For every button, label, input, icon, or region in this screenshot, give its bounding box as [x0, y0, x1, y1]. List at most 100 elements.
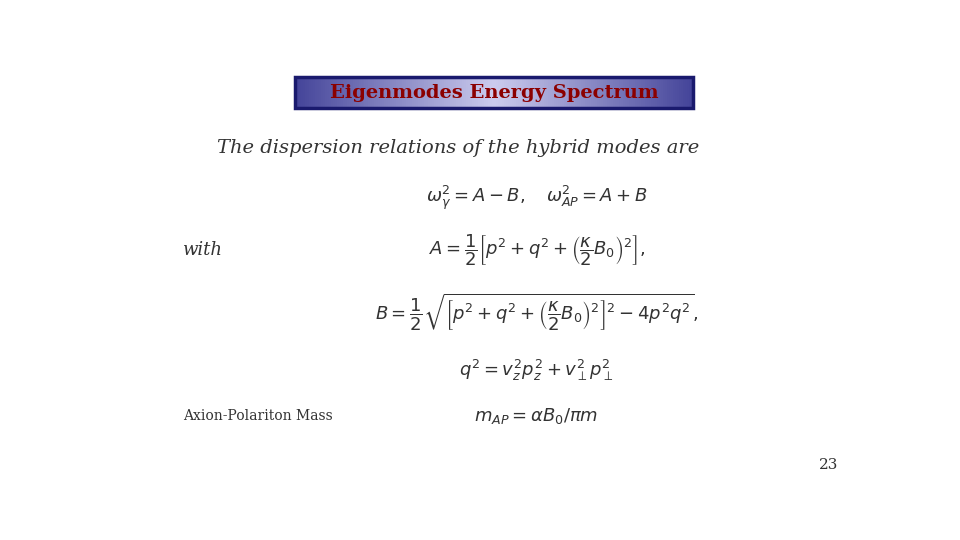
Bar — [341, 77, 343, 109]
Bar — [521, 77, 524, 109]
Bar — [677, 77, 680, 109]
Bar — [462, 77, 465, 109]
Bar — [307, 77, 309, 109]
Bar — [629, 77, 632, 109]
Bar — [309, 77, 311, 109]
Bar — [655, 77, 658, 109]
Bar — [448, 77, 450, 109]
Bar — [584, 77, 586, 109]
Bar — [412, 77, 415, 109]
Bar — [420, 77, 422, 109]
Bar — [621, 77, 624, 109]
Bar — [643, 77, 645, 109]
Bar — [562, 77, 564, 109]
Text: $\omega_{\gamma}^{2} = A - B, \quad \omega_{AP}^{2} = A + B$: $\omega_{\gamma}^{2} = A - B, \quad \ome… — [426, 184, 647, 212]
Bar — [424, 77, 426, 109]
Bar — [319, 77, 321, 109]
Bar — [547, 77, 550, 109]
Bar — [500, 77, 502, 109]
Bar — [404, 77, 407, 109]
Bar — [549, 77, 552, 109]
Bar — [625, 77, 628, 109]
Bar — [588, 77, 589, 109]
Bar — [606, 77, 608, 109]
Bar — [354, 77, 357, 109]
Bar — [311, 77, 313, 109]
Bar — [510, 77, 512, 109]
Bar — [398, 77, 400, 109]
Bar — [492, 77, 494, 109]
Bar — [454, 77, 456, 109]
Bar — [634, 77, 636, 109]
Bar — [502, 77, 504, 109]
Bar — [645, 77, 647, 109]
Bar — [575, 77, 578, 109]
Bar — [356, 77, 359, 109]
Bar — [458, 77, 461, 109]
Bar — [299, 77, 301, 109]
Bar — [493, 77, 496, 109]
Bar — [482, 77, 484, 109]
Bar — [295, 77, 693, 109]
Bar — [637, 77, 639, 109]
Bar — [323, 77, 325, 109]
Bar — [580, 77, 582, 109]
Bar — [374, 77, 377, 109]
Bar — [432, 77, 435, 109]
Bar — [438, 77, 441, 109]
Bar — [669, 77, 671, 109]
Bar — [498, 77, 500, 109]
Bar — [586, 77, 588, 109]
Bar — [490, 77, 492, 109]
Bar — [683, 77, 685, 109]
Bar — [337, 77, 339, 109]
Bar — [496, 77, 498, 109]
Bar — [691, 77, 693, 109]
Bar — [391, 77, 393, 109]
Bar — [528, 77, 530, 109]
Bar — [651, 77, 654, 109]
Bar — [597, 77, 600, 109]
Bar — [538, 77, 540, 109]
Bar — [508, 77, 510, 109]
Bar — [540, 77, 542, 109]
Bar — [516, 77, 518, 109]
Bar — [613, 77, 615, 109]
Bar — [419, 77, 420, 109]
Bar — [384, 77, 387, 109]
Bar — [582, 77, 584, 109]
Bar — [444, 77, 446, 109]
Bar — [330, 77, 333, 109]
Text: $m_{AP} = \alpha B_{0}/\pi m$: $m_{AP} = \alpha B_{0}/\pi m$ — [474, 406, 599, 426]
Bar — [460, 77, 463, 109]
Bar — [573, 77, 576, 109]
Bar — [591, 77, 593, 109]
Bar — [348, 77, 351, 109]
Bar — [456, 77, 459, 109]
Bar — [466, 77, 468, 109]
Bar — [571, 77, 574, 109]
Bar — [627, 77, 630, 109]
Bar — [396, 77, 398, 109]
Bar — [534, 77, 536, 109]
Bar — [589, 77, 591, 109]
Bar — [434, 77, 437, 109]
Bar — [347, 77, 348, 109]
Bar — [389, 77, 391, 109]
Bar — [667, 77, 669, 109]
Bar — [504, 77, 506, 109]
Bar — [472, 77, 474, 109]
Bar — [647, 77, 650, 109]
Bar — [564, 77, 565, 109]
Bar — [689, 77, 691, 109]
Bar — [333, 77, 335, 109]
Bar — [470, 77, 472, 109]
Bar — [350, 77, 353, 109]
Bar — [478, 77, 480, 109]
Bar — [343, 77, 345, 109]
Bar — [530, 77, 532, 109]
Bar — [641, 77, 643, 109]
Bar — [560, 77, 562, 109]
Bar — [554, 77, 556, 109]
Bar — [558, 77, 560, 109]
